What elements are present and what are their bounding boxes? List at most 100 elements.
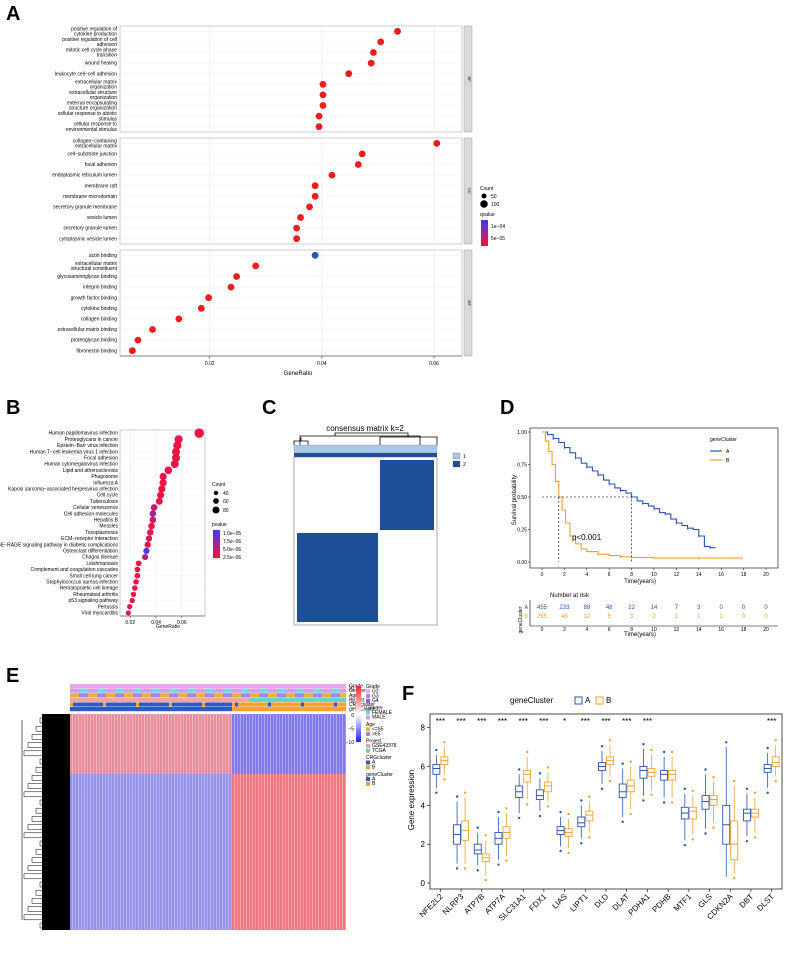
panel-e-annotation-cell [322, 688, 326, 693]
panel-e-annotation-cell [322, 693, 326, 698]
panel-b-dot [157, 491, 165, 499]
panel-e-annotation-cell [304, 697, 308, 702]
panel-a-term-label: glycosaminoglycan binding [57, 274, 117, 280]
panel-d-x-tick-label: 4 [585, 572, 588, 578]
panel-a-dot [315, 123, 323, 131]
panel-e-annotation-cell [169, 684, 173, 689]
panel-e-annotation-cell [121, 684, 125, 689]
panel-a-term-label: secretory granule membrane [53, 205, 117, 211]
panel-f-outlier [712, 826, 715, 829]
panel-e-legend-group-title: Project [366, 739, 382, 745]
panel-f-outlier [525, 803, 529, 806]
panel-b-term-label: Human cytomegalovirus infection [44, 462, 118, 468]
panel-e-annotation-cell [238, 684, 242, 689]
panel-a-term-label: extracellular matrix [75, 144, 117, 150]
panel-e-annotation-cell [208, 684, 212, 689]
panel-e-annotation-cell [133, 684, 137, 689]
panel-d-legend-label-a: A [726, 449, 730, 455]
panel-e-annotation-cell [73, 693, 77, 698]
panel-e-annotation-cell [79, 684, 83, 689]
panel-e-annotation-cell [250, 688, 254, 693]
panel-e-annotation-cell [307, 684, 311, 689]
panel-b-dot [134, 566, 141, 573]
panel-d-km-curves [542, 431, 742, 562]
panel-d-risk-x-tick-label: 12 [674, 627, 680, 633]
panel-e-annotation-cell [280, 684, 284, 689]
panel-e-annotation-cell [97, 693, 101, 698]
panel-f-box [709, 795, 718, 806]
panel-f-gene-label: PDHA1 [627, 892, 653, 918]
panel-b-gridlines [119, 429, 206, 617]
panel-b-legend-count-40 [213, 490, 219, 496]
panel-e-annotation-cell [277, 688, 281, 693]
panel-e-annotation-cell [244, 693, 248, 698]
panel-c-dendrogram-branch [379, 436, 438, 445]
panel-b-term-label: Proteoglycans in cancer [65, 437, 119, 443]
panel-f-outlier [497, 810, 500, 814]
panel-e-annotation-cell [301, 702, 305, 707]
panel-e-heatmap-body [70, 714, 346, 930]
panel-e-annotation-cell [91, 707, 95, 712]
panel-e-annotation-cell [151, 688, 155, 693]
panel-e-annotation-cell [289, 707, 293, 712]
panel-e-annotation-cell [343, 702, 347, 707]
panel-f-outlier [642, 799, 645, 802]
panel-a-term-label: growth factor binding [71, 295, 118, 301]
panel-e-annotation-cell [274, 688, 278, 693]
panel-b-dot [149, 510, 157, 517]
panel-e-annotation-cell [286, 697, 290, 702]
panel-a-facet-strip [463, 25, 473, 133]
panel-e-annotation-cell [322, 702, 326, 707]
panel-f-outlier [629, 812, 632, 816]
panel-b-dot [194, 428, 204, 438]
panel-e-annotation-cell [106, 688, 110, 693]
panel-d-risk-cell: 1 [675, 614, 679, 620]
panel-f-legend-title: geneCluster [510, 696, 553, 705]
panel-e-annotation-cell [85, 688, 89, 693]
panel-e-annotation-cell [163, 684, 167, 689]
panel-e-annotation-cell [232, 697, 236, 702]
panel-f-y-tick-label: 6 [421, 763, 426, 772]
panel-e-annotation-cell [187, 684, 191, 689]
panel-e-annotation-cell [166, 702, 170, 707]
panel-e-annotation-cell [205, 684, 209, 689]
panel-d-risk-cell: 48 [606, 605, 613, 611]
panel-f-boxes [432, 739, 780, 882]
panel-f-outlier [725, 741, 728, 744]
panel-e-annotation-cell [85, 693, 89, 698]
panel-e-annotation-cell [178, 693, 182, 698]
panel-e-annotation-cell [190, 684, 194, 689]
panel-e-annotation-cell [127, 702, 131, 707]
panel-b-term-label: Staphylococcus aureus infection [46, 580, 118, 586]
panel-d-risk-cell: 2 [652, 614, 656, 620]
panel-c-dendrogram-branch [300, 437, 302, 441]
panel-b-term-label: AGE−RAGE signaling pathway in diabetic c… [0, 542, 118, 548]
panel-a-dot [354, 161, 362, 168]
panel-e-annotation-cell [109, 693, 113, 698]
panel-e-annotation-cell [286, 693, 290, 698]
panel-a-term-label: adhesion [97, 42, 118, 48]
panel-e-annotation-cell [337, 697, 341, 702]
panel-f-box [742, 808, 751, 822]
panel-e-annotation-cell [130, 707, 134, 712]
panel-e-annotation-cell [79, 693, 83, 698]
panel-e-annotation-cell [250, 697, 254, 702]
panel-e-annotation-cell [139, 693, 143, 698]
panel-e-legend-item-label: G3 [372, 693, 379, 699]
panel-e-annotation-cell [166, 707, 170, 712]
panel-e-annotation-cell [241, 684, 245, 689]
panel-e-annotation-cell [193, 707, 197, 712]
panel-d-risk-x-tick-label: 14 [696, 627, 702, 633]
panel-a-dot [328, 171, 336, 179]
panel-e-annotation-cell [292, 707, 296, 712]
panel-d-x-tick-label: 0 [541, 572, 544, 578]
panel-e-annotation-cell [91, 684, 95, 689]
panel-e-annotation-cell [229, 707, 233, 712]
panel-e-annotation-cell [73, 702, 77, 707]
panel-e-annotation-cell [220, 697, 224, 702]
panel-a-facet-strip-label: CC [467, 188, 472, 194]
panel-e-annotation-cell [199, 697, 203, 702]
panel-letter-c: C [262, 397, 276, 419]
panel-e-annotation-cell [142, 702, 146, 707]
panel-e-annotation-cell [73, 684, 77, 689]
